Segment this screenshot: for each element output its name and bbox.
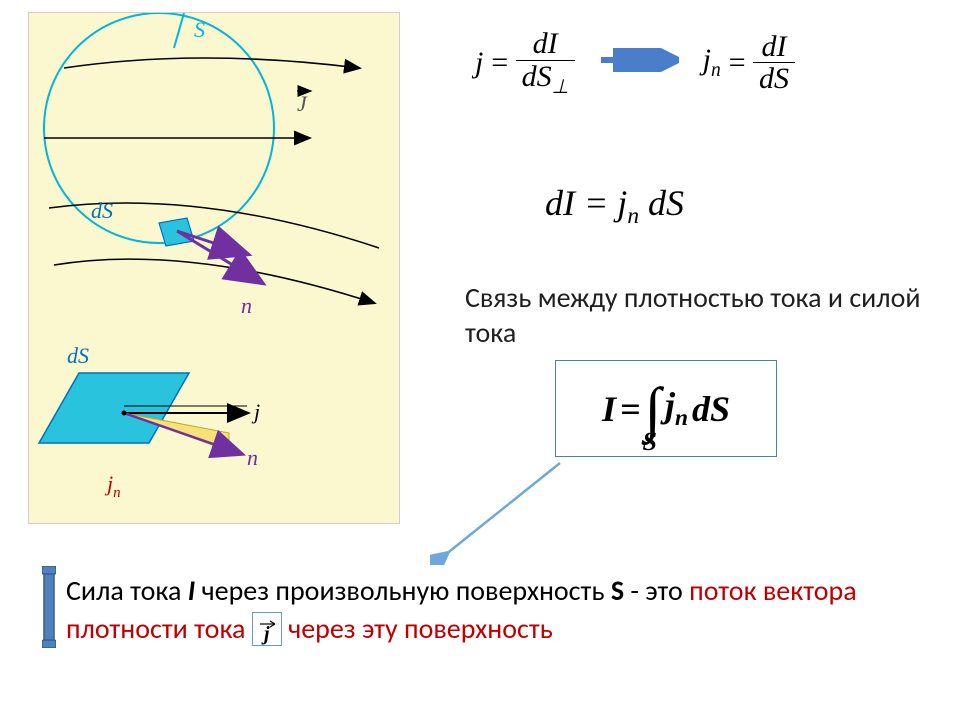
formula-dI-eq-jn-dS: dI = jn dS (545, 182, 684, 230)
label-S: S (194, 17, 205, 42)
sym-j: j (475, 46, 483, 80)
integral-symbol: ∫S (645, 388, 661, 430)
bt-p2: через произвольную поверхность (195, 573, 611, 608)
frac-num-dI2: dI (753, 31, 795, 64)
svg-text:j: j (261, 623, 270, 645)
label-dS-2: dS (67, 343, 89, 368)
label-n-1: n (241, 293, 252, 318)
sym-eq1: = (489, 46, 509, 80)
j-vector-inline-icon: j (252, 612, 282, 646)
label-j: j (251, 399, 260, 424)
int-eq: = (620, 388, 641, 430)
label-n-2: n (247, 445, 258, 470)
sym-eq2: = (727, 46, 747, 80)
frac-den-dS: dS (753, 63, 795, 95)
int-jn: jn (665, 384, 688, 432)
bt-p3: - это (624, 573, 689, 608)
frac-num-dI: dI (516, 28, 575, 61)
mid-dI: dI (545, 183, 575, 223)
physics-diagram-svg: S dS n J dS (29, 13, 399, 523)
relation-text: Связь между плотностью тока и силой тока (465, 280, 935, 350)
label-dS-1: dS (91, 198, 113, 223)
bt-p1: Сила тока (66, 573, 188, 608)
formulas-top-row: j = dI dS⊥ jn = dI dS (475, 28, 935, 128)
implies-arrow (599, 46, 679, 80)
label-jn: jn (104, 471, 121, 501)
diagram-panel: S dS n J dS (28, 12, 400, 524)
label-J: J (297, 91, 308, 116)
int-lower-S: S (643, 433, 657, 451)
sym-jn: jn (703, 43, 721, 82)
int-dS: dS (692, 388, 730, 430)
bt-red2: через эту поверхность (282, 611, 553, 646)
side-bracket-icon (42, 566, 56, 648)
bt-S: S (611, 573, 624, 608)
callout-arrow (430, 455, 570, 565)
bottom-definition-text: Сила тока I через произвольную поверхнос… (66, 572, 936, 648)
fraction-dI-dS: dI dS (753, 31, 795, 95)
int-I: I (602, 388, 616, 430)
fraction-dI-dSperp: dI dS⊥ (516, 28, 575, 98)
mid-jn: jn (617, 183, 639, 223)
mid-dS: dS (648, 183, 684, 223)
frac-den-dSperp: dS⊥ (516, 61, 575, 98)
mid-eq: = (584, 183, 617, 223)
integral-formula-box: I = ∫S jn dS (555, 360, 777, 457)
